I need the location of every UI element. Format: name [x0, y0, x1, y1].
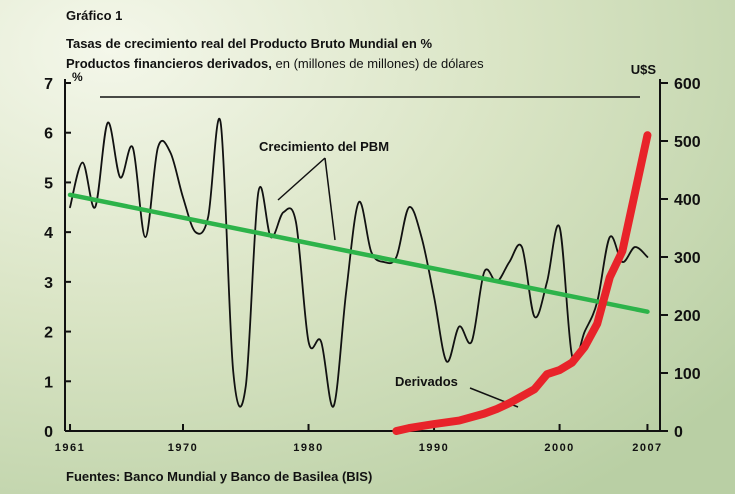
y2-tick-label: 500	[674, 134, 701, 151]
y-tick-label: 5	[44, 175, 53, 192]
y-tick-label: 1	[44, 374, 53, 391]
subtitle-bold: Productos financieros derivados,	[66, 56, 272, 71]
x-tick-label: 1961	[55, 442, 85, 454]
chart-title: Gráfico 1	[66, 8, 122, 23]
source: Fuentes: Banco Mundial y Banco de Basile…	[66, 469, 372, 484]
y-tick-label: 6	[44, 126, 53, 143]
x-tick-label: 1990	[419, 442, 449, 454]
y2-tick-label: 600	[674, 76, 701, 93]
y-axis-label: %	[72, 70, 83, 84]
x-tick-label: 2007	[632, 442, 662, 454]
subtitle-rest: en (millones de millones) de dólares	[272, 56, 484, 71]
y2-tick-label: 0	[674, 424, 683, 441]
y2-tick-label: 300	[674, 250, 701, 267]
annotation: Crecimiento del PBM	[259, 139, 389, 154]
x-tick-label: 2000	[544, 442, 574, 454]
series-line	[69, 118, 649, 408]
y2-tick-label: 100	[674, 366, 701, 383]
y-tick-label: 4	[44, 225, 53, 242]
annotation-pointer	[324, 157, 336, 241]
x-tick-label: 1970	[168, 442, 198, 454]
subtitle: Tasas de crecimiento real del Producto B…	[66, 36, 432, 51]
series-line	[67, 192, 650, 314]
y2-axis-label: U$S	[631, 62, 657, 77]
y-tick-label: 0	[44, 424, 53, 441]
series-line	[392, 131, 652, 435]
y-tick-label: 7	[44, 76, 53, 93]
annotation-pointer	[277, 157, 326, 201]
x-tick-label: 1980	[293, 442, 323, 454]
subtitle-2: Productos financieros derivados, en (mil…	[66, 56, 484, 71]
y-tick-label: 2	[44, 325, 53, 342]
y-tick-label: 3	[44, 275, 53, 292]
annotation: Derivados	[395, 374, 458, 389]
y2-tick-label: 200	[674, 308, 701, 325]
y2-tick-label: 400	[674, 192, 701, 209]
